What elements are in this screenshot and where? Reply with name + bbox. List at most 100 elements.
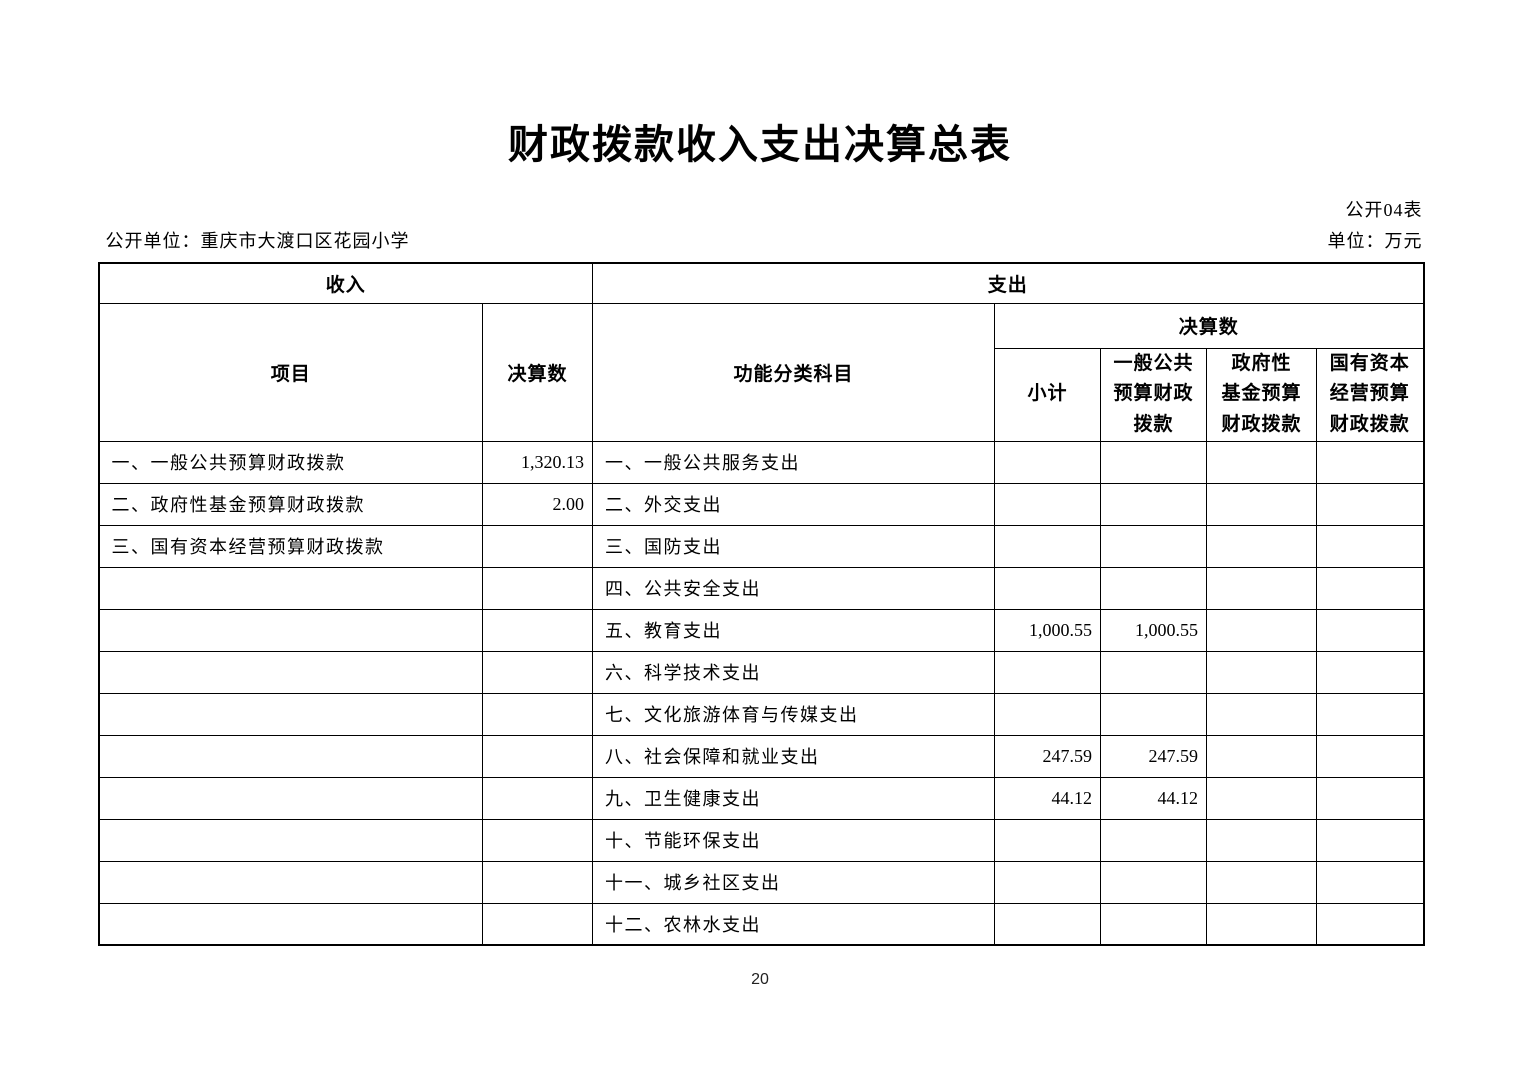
publisher-label: 公开单位：重庆市大渡口区花园小学 (105, 231, 410, 251)
expense-state-capital-cell (1316, 524, 1425, 568)
income-item-cell: 二、政府性基金预算财政拨款 (98, 482, 483, 526)
expense-item-cell: 三、国防支出 (592, 524, 996, 568)
expense-gov-fund-cell (1206, 608, 1318, 652)
expense-state-capital-cell (1316, 566, 1425, 610)
income-amount-cell (481, 776, 594, 820)
general-budget-header: 一般公共 预算财政 拨款 (1100, 347, 1208, 442)
income-amount-cell (481, 566, 594, 610)
table-row: 九、卫生健康支出 44.12 44.12 (98, 776, 1425, 820)
expense-general-budget-cell (1100, 650, 1208, 694)
table-row: 十二、农林水支出 (98, 902, 1425, 946)
page-title: 财政拨款收入支出决算总表 (508, 123, 1012, 167)
income-amount-cell (481, 524, 594, 568)
income-item-cell (98, 860, 483, 904)
income-item-header: 项目 (98, 302, 483, 442)
header-row-subcolumns: 小计 一般公共 预算财政 拨款 政府性 基金预算 财政拨款 国有资本 经营预算 … (99, 347, 1425, 442)
table-row: 四、公共安全支出 (98, 566, 1425, 610)
expense-gov-fund-cell (1206, 524, 1318, 568)
table-body: 一、一般公共预算财政拨款 1,320.13 一、一般公共服务支出 二、政府性基金预算财… (98, 440, 1425, 946)
income-amount-header: 决算数 (481, 302, 594, 442)
expense-state-capital-cell (1316, 692, 1425, 736)
income-amount-cell (481, 608, 594, 652)
expense-state-capital-cell (1316, 608, 1425, 652)
expense-item-cell: 十一、城乡社区支出 (592, 860, 996, 904)
expense-gov-fund-cell (1206, 692, 1318, 736)
expense-subtotal-cell: 44.12 (994, 776, 1102, 820)
unit-label: 单位：万元 (1327, 231, 1423, 251)
expense-state-capital-cell (1316, 860, 1425, 904)
table-code: 公开04表 (1345, 200, 1423, 220)
state-capital-header: 国有资本 经营预算 财政拨款 (1316, 347, 1425, 442)
expense-subtotal-cell: 247.59 (994, 734, 1102, 778)
income-item-cell (98, 902, 483, 946)
header-row-columns: 项目 决算数 功能分类科目 决算数 (98, 302, 1425, 442)
expense-item-cell: 八、社会保障和就业支出 (592, 734, 996, 778)
table-row: 二、政府性基金预算财政拨款 2.00 二、外交支出 (98, 482, 1425, 526)
table-row: 十一、城乡社区支出 (98, 860, 1425, 904)
expense-item-cell: 十二、农林水支出 (592, 902, 996, 946)
header-row-sections: 收入 支出 (97, 262, 1425, 304)
expense-state-capital-cell (1316, 650, 1425, 694)
expense-state-capital-cell (1316, 734, 1425, 778)
table-row: 八、社会保障和就业支出 247.59 247.59 (98, 734, 1425, 778)
expense-general-budget-cell (1100, 566, 1208, 610)
income-amount-cell (481, 734, 594, 778)
expense-item-cell: 七、文化旅游体育与传媒支出 (592, 692, 996, 736)
income-amount-cell (481, 818, 594, 862)
expense-subtotal-cell (994, 482, 1102, 526)
expense-item-header: 功能分类科目 (592, 302, 996, 442)
expense-item-cell: 四、公共安全支出 (592, 566, 996, 610)
expense-general-budget-cell (1100, 482, 1208, 526)
expense-subtotal-cell (994, 566, 1102, 610)
expense-item-cell: 六、科学技术支出 (592, 650, 996, 694)
expense-gov-fund-cell (1206, 650, 1318, 694)
income-amount-cell (481, 650, 594, 694)
income-amount-cell (481, 902, 594, 946)
expense-item-cell: 五、教育支出 (592, 608, 996, 652)
income-item-cell (98, 692, 483, 736)
expense-subtotal-cell (994, 524, 1102, 568)
income-item-cell (98, 566, 483, 610)
subtotal-header: 小计 (994, 347, 1102, 442)
income-item-cell (98, 650, 483, 694)
content-area: 公开04表 公开单位：重庆市大渡口区花园小学 单位：万元 收入 支出 (97, 196, 1425, 989)
expense-subtotal-cell (994, 650, 1102, 694)
expense-gov-fund-cell (1206, 566, 1318, 610)
expense-gov-fund-cell (1206, 734, 1318, 778)
expense-general-budget-cell: 44.12 (1100, 776, 1208, 820)
expense-subtotal-cell (994, 818, 1102, 862)
expense-subtotal-cell (994, 440, 1102, 484)
expense-state-capital-cell (1316, 482, 1425, 526)
expense-gov-fund-cell (1206, 902, 1318, 946)
expense-state-capital-cell (1316, 776, 1425, 820)
expense-subtotal-cell (994, 902, 1102, 946)
expense-general-budget-cell (1100, 902, 1208, 946)
income-amount-cell: 2.00 (481, 482, 594, 526)
table-row: 十、节能环保支出 (98, 818, 1425, 862)
income-item-cell (98, 776, 483, 820)
expense-general-budget-cell: 1,000.55 (1100, 608, 1208, 652)
budget-table: 收入 支出 项目 决算数 功能分类科目 决算数 小计 一般公共 预算财政 拨款 … (97, 262, 1425, 947)
expense-state-capital-cell (1316, 440, 1425, 484)
expense-state-capital-cell (1316, 818, 1425, 862)
expense-gov-fund-cell (1206, 482, 1318, 526)
income-item-cell: 一、一般公共预算财政拨款 (98, 440, 483, 484)
expense-general-budget-cell (1100, 440, 1208, 484)
income-item-cell (98, 608, 483, 652)
expense-state-capital-cell (1316, 902, 1425, 946)
table-row: 一、一般公共预算财政拨款 1,320.13 一、一般公共服务支出 (98, 440, 1425, 484)
income-amount-cell (481, 692, 594, 736)
expense-item-cell: 十、节能环保支出 (592, 818, 996, 862)
expense-subtotal-cell: 1,000.55 (994, 608, 1102, 652)
table-row: 五、教育支出 1,000.55 1,000.55 (98, 608, 1425, 652)
expense-gov-fund-cell (1206, 818, 1318, 862)
income-amount-cell: 1,320.13 (481, 440, 594, 484)
table-row: 六、科学技术支出 (98, 650, 1425, 694)
expense-general-budget-cell (1100, 818, 1208, 862)
table-row: 三、国有资本经营预算财政拨款 三、国防支出 (98, 524, 1425, 568)
income-item-cell: 三、国有资本经营预算财政拨款 (98, 524, 483, 568)
expense-subtotal-cell (994, 692, 1102, 736)
table-row: 七、文化旅游体育与传媒支出 (98, 692, 1425, 736)
income-section-header: 收入 (97, 262, 594, 304)
